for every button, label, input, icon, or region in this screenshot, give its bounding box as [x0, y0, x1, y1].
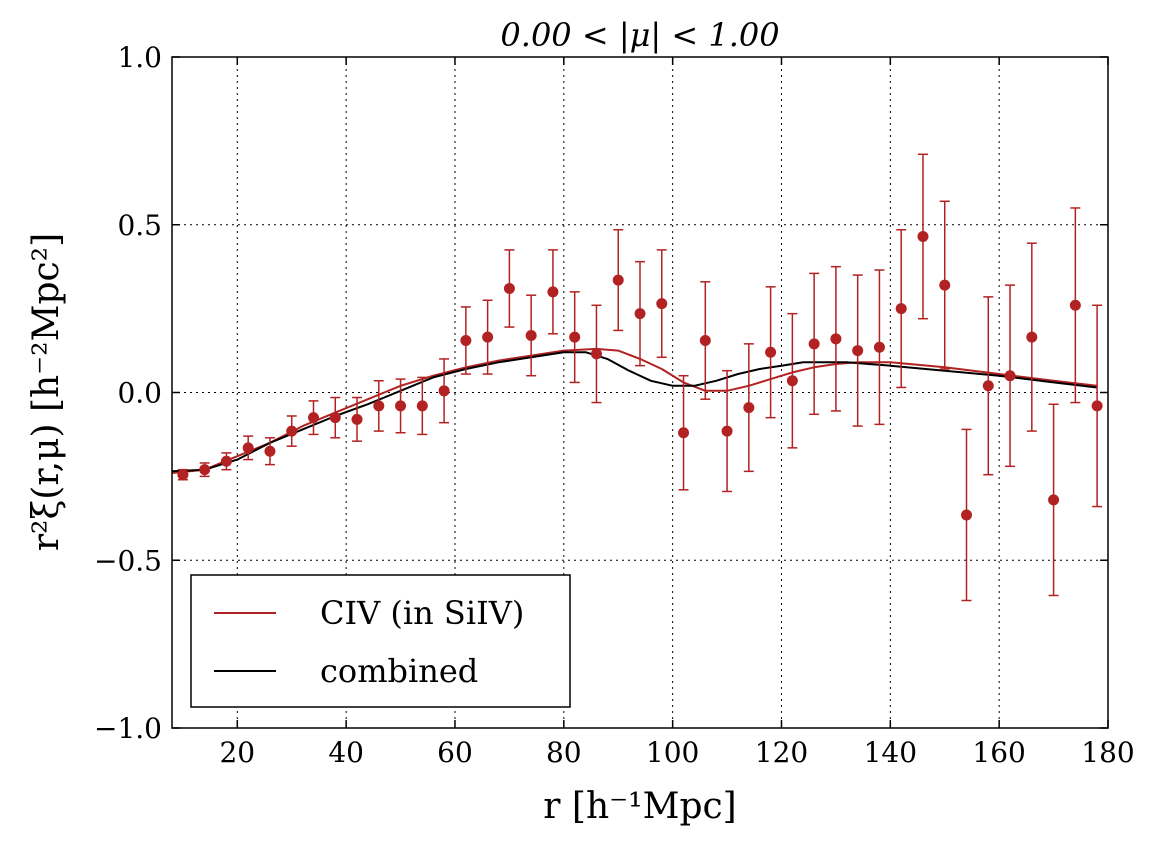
data-point [177, 469, 189, 481]
data-point [395, 400, 407, 412]
data-point [264, 445, 276, 457]
x-tick-label: 120 [755, 736, 808, 769]
data-point [351, 413, 363, 425]
y-tick-label: 1.0 [117, 41, 162, 74]
data-point [242, 442, 254, 454]
combined-model-line [171, 351, 1098, 473]
data-point [895, 303, 907, 315]
civ-model-line [171, 347, 1098, 474]
data-point [329, 412, 341, 424]
series-lines [171, 347, 1098, 474]
data-point [721, 425, 733, 437]
data-point [699, 334, 711, 346]
data-point [547, 286, 559, 298]
data-point [939, 279, 951, 291]
data-point [199, 464, 211, 476]
data-point [873, 341, 885, 353]
data-points [177, 153, 1103, 602]
data-point [678, 427, 690, 439]
data-point [852, 345, 864, 357]
axis-ticks [172, 56, 1109, 729]
legend-box [190, 574, 571, 708]
tick-labels: 20 40 60 80 100 120 140 160 180 1.0 0.5 0.0 −0.5 −1.0 [94, 41, 1135, 769]
x-axis-label: r [h⁻¹Mpc] [543, 786, 736, 827]
x-tick-label: 60 [437, 736, 473, 769]
x-tick-label: 40 [328, 736, 364, 769]
data-point [1069, 299, 1081, 311]
data-point [220, 455, 232, 467]
data-point [525, 329, 537, 341]
data-point [460, 334, 472, 346]
data-point [373, 400, 385, 412]
data-point [830, 333, 842, 345]
y-tick-label: −1.0 [94, 712, 162, 745]
data-point [808, 338, 820, 350]
data-point [765, 346, 777, 358]
x-tick-label: 20 [219, 736, 255, 769]
x-tick-label: 140 [864, 736, 917, 769]
data-point [612, 274, 624, 286]
chart-title: 0.00 < |μ| < 1.00 [500, 16, 779, 54]
data-point [1026, 331, 1038, 343]
data-point [743, 402, 755, 414]
y-axis-label: r²ξ(r,μ) [h⁻²Mpc²] [26, 233, 67, 551]
x-tick-label: 100 [646, 736, 699, 769]
y-tick-label: 0.5 [117, 209, 162, 242]
x-tick-label: 180 [1081, 736, 1134, 769]
legend-label-civ: CIV (in SiIV) [320, 594, 524, 632]
data-point [569, 331, 581, 343]
legend-label-combined: combined [320, 652, 478, 690]
data-point [438, 385, 450, 397]
data-point [1091, 400, 1103, 412]
y-tick-label: −0.5 [94, 544, 162, 577]
data-point [982, 380, 994, 392]
data-point [590, 348, 602, 360]
data-point [961, 509, 973, 521]
data-point [1048, 494, 1060, 506]
data-point [786, 375, 798, 387]
data-point [503, 282, 515, 294]
y-tick-label: 0.0 [117, 377, 162, 410]
x-tick-label: 160 [972, 736, 1025, 769]
data-point [656, 298, 668, 310]
data-point [634, 308, 646, 320]
data-point [917, 230, 929, 242]
data-point [286, 425, 298, 437]
data-point [307, 412, 319, 424]
legend: CIV (in SiIV) combined [190, 574, 571, 708]
data-point [482, 331, 494, 343]
data-point [1004, 370, 1016, 382]
data-point [416, 400, 428, 412]
x-tick-label: 80 [546, 736, 582, 769]
